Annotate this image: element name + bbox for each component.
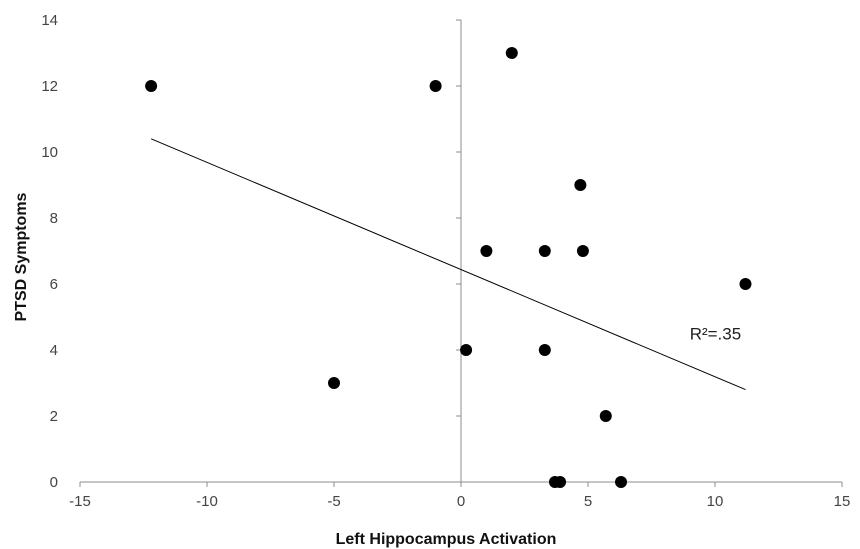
data-point: [538, 245, 551, 257]
trend-line: [150, 138, 746, 391]
y-tick-label: 12: [41, 78, 58, 95]
y-tick-label: 14: [41, 12, 58, 29]
data-point: [599, 410, 612, 422]
x-tick-label: -5: [327, 493, 340, 510]
data-points: [145, 47, 752, 488]
data-point: [538, 344, 551, 356]
data-point: [429, 80, 442, 92]
y-tick-label: 10: [41, 144, 58, 161]
data-point: [739, 278, 752, 290]
y-tick-label: 6: [50, 276, 58, 293]
data-point: [554, 476, 567, 488]
y-tick-label: 8: [50, 210, 58, 227]
data-point: [145, 80, 158, 92]
data-point: [328, 377, 340, 389]
data-point: [480, 245, 493, 257]
r-squared-annotation: R²=.35: [690, 325, 742, 344]
data-point: [505, 47, 518, 59]
data-point: [615, 476, 628, 488]
y-tick-label: 0: [50, 474, 58, 491]
x-tick-label: 5: [584, 493, 592, 510]
data-point: [576, 245, 589, 257]
x-tick-label: -10: [196, 493, 218, 510]
y-tick-label: 4: [50, 342, 58, 359]
data-point: [574, 179, 587, 191]
x-tick-label: 15: [834, 493, 851, 510]
x-tick-label: 0: [457, 493, 465, 510]
x-axis-title: Left Hippocampus Activation: [336, 531, 557, 548]
y-axis-title: PTSD Symptoms: [13, 192, 30, 321]
x-tick-label: -15: [69, 493, 91, 510]
x-tick-label: 10: [707, 493, 724, 510]
y-tick-label: 2: [50, 408, 58, 425]
tick-group: -15 -10 -5 0 5 10 15 0 2 4 6 8 10 12 14: [41, 12, 850, 510]
data-point: [460, 344, 473, 356]
